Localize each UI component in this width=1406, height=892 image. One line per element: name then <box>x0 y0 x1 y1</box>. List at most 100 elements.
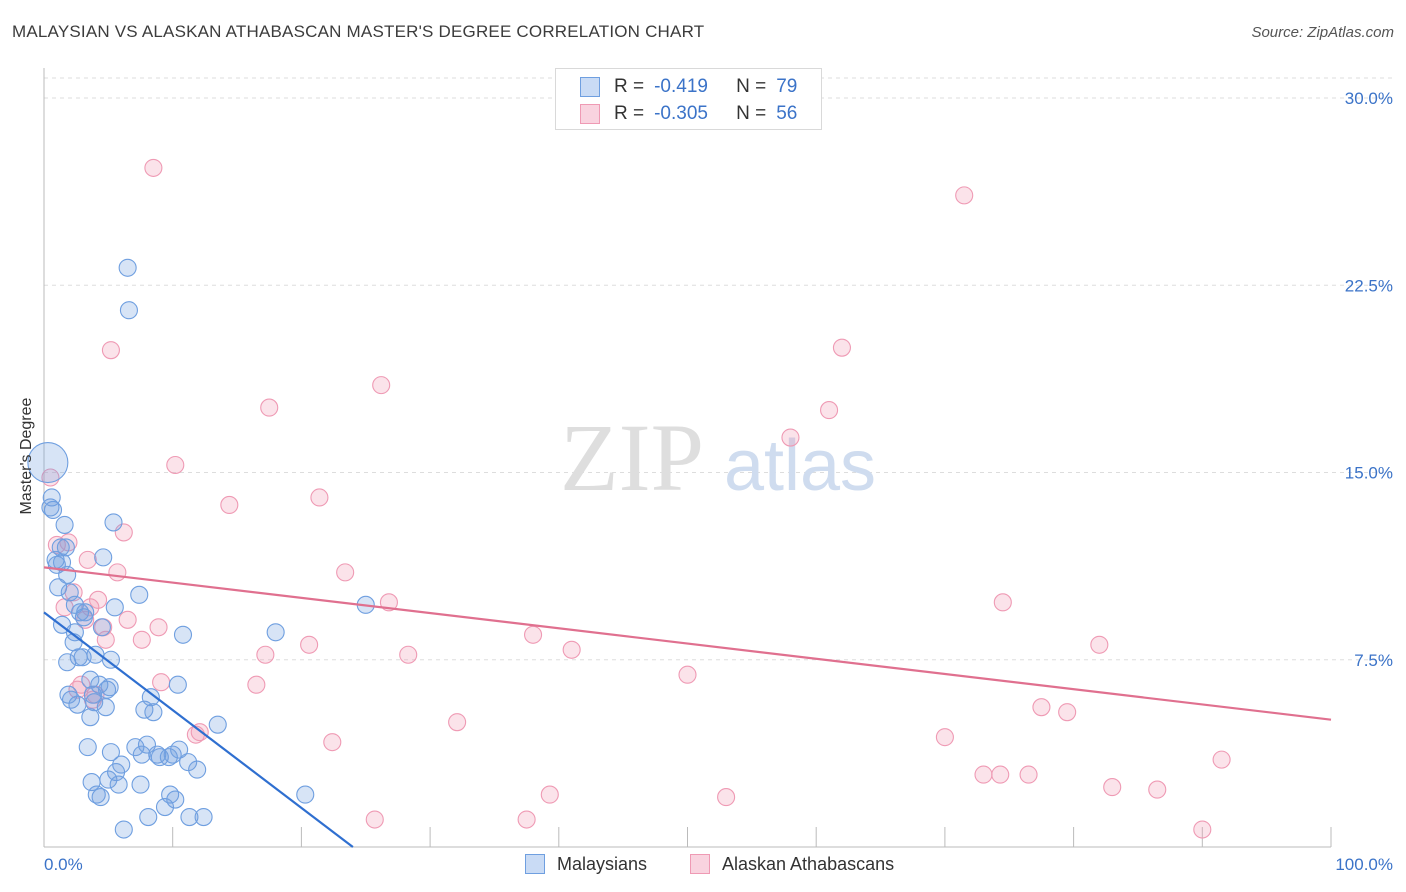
watermark-zip: ZIP <box>560 404 704 511</box>
data-point <box>180 807 199 827</box>
legend-n-label: N = <box>736 76 767 97</box>
data-point <box>59 685 78 704</box>
data-point <box>89 590 108 609</box>
legend-n-value: 56 <box>776 103 798 124</box>
data-point <box>118 610 137 629</box>
data-point <box>399 645 418 664</box>
series-malaysians <box>27 258 375 839</box>
data-point <box>247 675 266 694</box>
data-point <box>72 675 91 694</box>
data-point <box>81 708 100 727</box>
data-point <box>65 623 84 642</box>
data-point <box>51 538 70 557</box>
data-point <box>55 515 74 534</box>
data-point <box>562 640 581 659</box>
data-point <box>101 341 120 360</box>
data-point <box>717 788 736 807</box>
data-point <box>83 685 102 704</box>
data-point <box>166 790 185 809</box>
trend-line <box>43 611 354 848</box>
data-point <box>170 740 189 759</box>
series-label-malaysians: Malaysians <box>557 853 648 874</box>
data-point <box>310 488 329 507</box>
data-point <box>92 618 111 637</box>
data-point <box>100 678 119 697</box>
data-point <box>379 593 398 612</box>
data-point <box>94 548 113 567</box>
series-label-alaskan-athabascans: Alaskan Athabascans <box>722 853 895 874</box>
legend-n-label: N = <box>736 103 767 124</box>
data-point <box>104 513 123 532</box>
data-point <box>126 738 145 757</box>
data-point <box>820 401 839 420</box>
data-point <box>96 698 115 717</box>
data-point <box>144 158 163 177</box>
series-alaskan-athabascans <box>41 158 1231 839</box>
data-point <box>336 563 355 582</box>
data-point <box>144 703 163 722</box>
series-swatch-alaskan-athabascans <box>690 854 710 874</box>
data-point <box>991 765 1010 784</box>
data-point <box>781 428 800 447</box>
series-legend-malaysians[interactable]: Malaysians <box>525 852 647 876</box>
legend-row-malaysians: R = -0.419 N = 79 <box>580 75 797 99</box>
data-point <box>85 693 104 712</box>
data-point <box>114 820 133 839</box>
y-tick-label: 30.0% <box>1345 89 1393 108</box>
data-point <box>1032 698 1051 717</box>
data-point <box>166 455 185 475</box>
chart-source: Source: ZipAtlas.com <box>1251 24 1394 41</box>
axes <box>43 68 1332 848</box>
data-point <box>78 550 97 569</box>
data-point <box>81 598 100 617</box>
data-point <box>101 743 120 762</box>
data-point <box>101 650 120 669</box>
trend-line <box>43 566 1332 721</box>
data-point <box>99 770 118 789</box>
data-point <box>112 755 131 774</box>
data-point <box>1148 780 1167 799</box>
data-point <box>78 738 97 757</box>
data-point <box>27 441 69 484</box>
data-point <box>220 495 239 515</box>
data-point <box>149 618 168 637</box>
y-tick-label: 15.0% <box>1345 464 1393 483</box>
data-point <box>81 670 100 689</box>
data-point <box>1212 750 1231 769</box>
data-point <box>194 807 213 827</box>
data-point <box>173 625 193 644</box>
data-point <box>43 500 63 520</box>
data-point <box>130 585 149 604</box>
data-point <box>296 785 315 804</box>
data-point <box>323 733 342 752</box>
legend-swatch-alaskan-athabascans <box>580 104 600 124</box>
data-point <box>152 673 171 692</box>
series-legend-alaskan-athabascans[interactable]: Alaskan Athabascans <box>690 852 894 876</box>
y-tick-label: 7.5% <box>1354 651 1393 670</box>
data-point <box>118 258 137 277</box>
data-point <box>132 745 151 764</box>
data-point <box>98 680 117 699</box>
legend-row-alaskan-athabascans: R = -0.305 N = 56 <box>580 102 797 126</box>
data-point <box>260 398 279 417</box>
data-point <box>832 338 851 357</box>
trend-lines <box>43 566 1332 848</box>
legend-r-label: R = <box>614 103 645 124</box>
legend-swatch-malaysians <box>580 77 600 97</box>
data-point <box>372 376 391 395</box>
data-point <box>56 538 75 557</box>
data-point <box>1103 778 1122 797</box>
data-point <box>168 675 187 694</box>
correlation-legend: R = -0.419 N = 79 R = -0.305 N = 56 <box>555 68 822 130</box>
data-point <box>256 645 275 664</box>
data-point <box>49 578 68 597</box>
y-axis-label: Master's Degree <box>18 397 35 515</box>
data-point <box>109 775 128 794</box>
data-point <box>105 598 124 617</box>
data-point <box>1019 765 1038 784</box>
data-point <box>131 775 150 794</box>
data-point <box>68 695 87 714</box>
data-point <box>935 728 954 747</box>
data-point <box>993 593 1012 612</box>
